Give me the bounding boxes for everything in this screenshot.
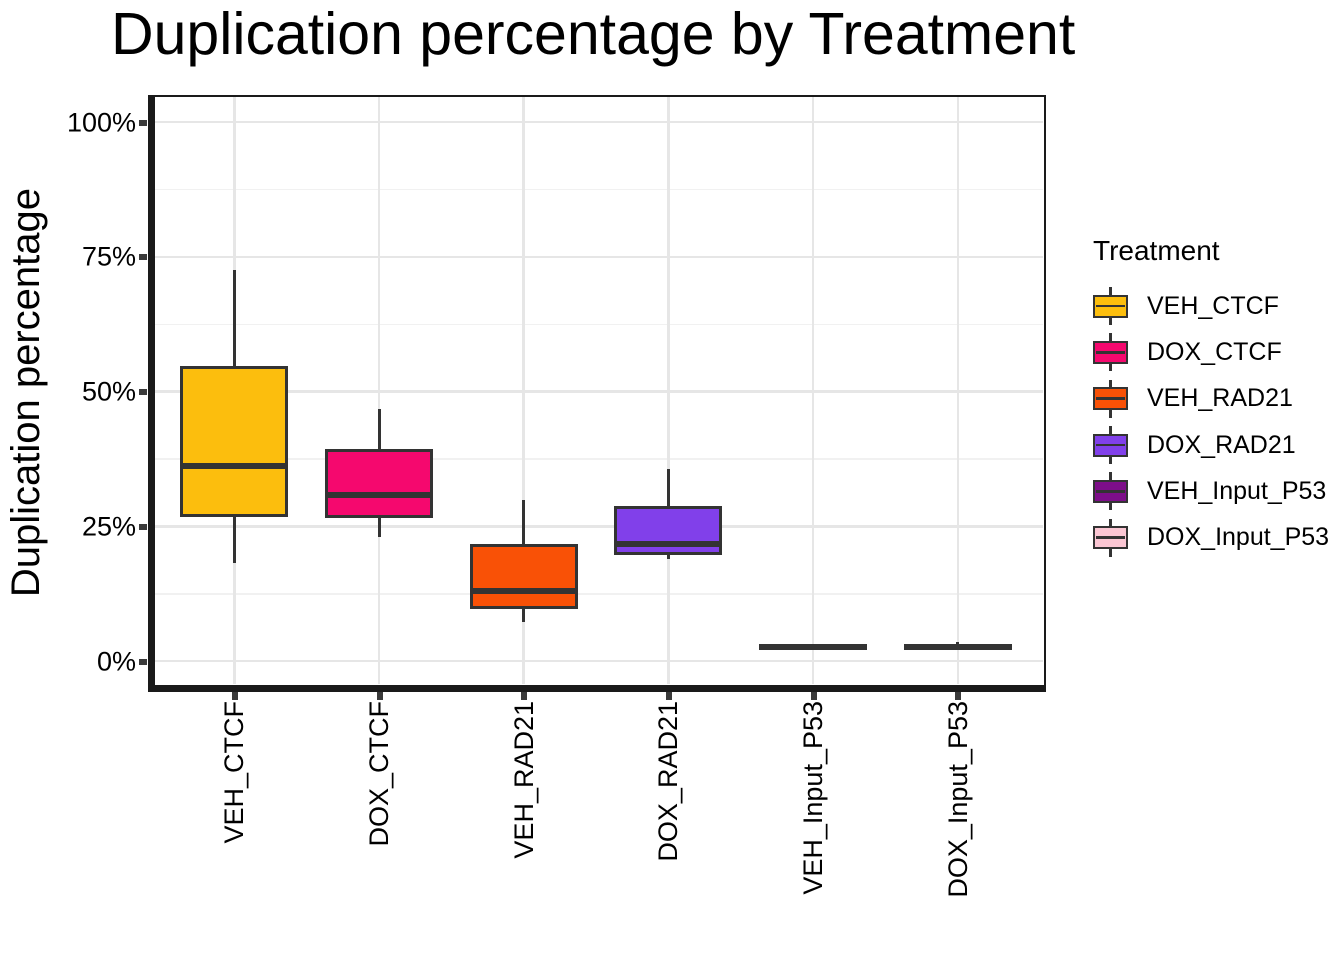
gridline-major-vertical (377, 97, 381, 684)
y-axis-tick-label: 0% (96, 646, 136, 677)
x-axis-tick (955, 692, 962, 700)
y-axis-title: Duplication percentage (4, 188, 48, 598)
plot-panel (148, 95, 1046, 692)
legend-key-median (1095, 351, 1126, 354)
x-axis-tick-label: VEH_Input_P53 (798, 701, 829, 895)
gridline-major-horizontal (155, 120, 1043, 124)
y-axis-tick (139, 523, 147, 530)
chart-title: Duplication percentage by Treatment (111, 1, 1076, 67)
legend: Treatment VEH_CTCF DOX_CTCF VEH_RAD21 DOX_R… (1093, 237, 1329, 561)
legend-key-boxplot-icon (1093, 426, 1128, 465)
gridline-major-horizontal (155, 525, 1043, 528)
gridline-minor-horizontal (155, 188, 1043, 191)
boxplot-box (180, 366, 289, 517)
y-axis-tick-label: 25% (81, 511, 136, 542)
boxplot-box (614, 506, 723, 555)
x-axis-tick-label: VEH_CTCF (219, 701, 250, 844)
gridline-major-vertical (667, 97, 670, 684)
legend-item: DOX_RAD21 (1093, 422, 1329, 468)
legend-item-label: VEH_CTCF (1147, 291, 1279, 320)
x-axis-tick-label: DOX_CTCF (364, 701, 394, 847)
boxplot-median (906, 646, 1009, 649)
legend-title: Treatment (1093, 235, 1220, 266)
legend-item: VEH_Input_P53 (1093, 468, 1329, 514)
legend-key-median (1095, 490, 1126, 493)
y-axis-tick (139, 658, 147, 665)
y-axis-tick-label: 75% (81, 241, 136, 272)
legend-key-median (1095, 443, 1126, 447)
legend-item-label: DOX_Input_P53 (1147, 523, 1330, 552)
legend-key-boxplot-icon (1093, 518, 1128, 557)
boxplot-median (617, 541, 720, 548)
legend-item: VEH_RAD21 (1093, 376, 1329, 422)
x-axis-tick (665, 692, 672, 700)
x-axis-tick (231, 692, 238, 700)
x-axis-tick (521, 692, 528, 700)
gridline-major-horizontal (155, 255, 1043, 259)
legend-key-boxplot-icon (1093, 472, 1128, 511)
legend-item-label: DOX_CTCF (1147, 337, 1282, 366)
gridline-minor-horizontal (155, 323, 1043, 326)
boxplot-median (472, 588, 575, 595)
legend-key-boxplot-icon (1093, 333, 1128, 372)
x-axis-tick-label: DOX_RAD21 (653, 701, 684, 862)
legend-item: DOX_CTCF (1093, 329, 1329, 375)
gridline-major-vertical (811, 97, 815, 684)
legend-key-median (1095, 536, 1126, 539)
x-axis-tick-label: VEH_RAD21 (508, 701, 539, 859)
legend-item: VEH_CTCF (1093, 283, 1329, 329)
x-axis-tick-label: DOX_Input_P53 (942, 701, 973, 898)
x-axis-tick (810, 692, 817, 700)
gridline-major-horizontal (155, 659, 1043, 663)
gridline-major-vertical (522, 97, 525, 684)
y-axis-tick (139, 389, 147, 396)
boxplot-median (183, 463, 286, 470)
x-axis-tick (376, 692, 383, 700)
legend-key-median (1095, 304, 1126, 308)
legend-item-label: DOX_RAD21 (1147, 430, 1296, 459)
legend-item-label: VEH_RAD21 (1147, 384, 1293, 413)
legend-key-boxplot-icon (1093, 379, 1128, 418)
y-axis-tick-label: 100% (66, 107, 136, 138)
gridline-major-horizontal (155, 390, 1043, 393)
legend-item-label: VEH_Input_P53 (1147, 476, 1327, 505)
gridline-minor-horizontal (155, 593, 1043, 595)
legend-items: VEH_CTCF DOX_CTCF VEH_RAD21 DOX_RAD21 VEH_In… (1093, 283, 1329, 561)
legend-key-boxplot-icon (1093, 287, 1128, 326)
boxplot-box (469, 543, 578, 610)
boxplot-median (328, 492, 430, 499)
y-axis-tick (139, 254, 147, 261)
gridline-minor-horizontal (155, 458, 1043, 460)
gridline-major-vertical (956, 97, 960, 684)
y-axis-tick-label: 50% (81, 376, 136, 407)
boxplot-median (762, 644, 865, 647)
y-axis-tick (139, 119, 147, 126)
legend-item: DOX_Input_P53 (1093, 514, 1329, 560)
boxplot-box (325, 449, 433, 519)
legend-key-median (1095, 397, 1126, 401)
